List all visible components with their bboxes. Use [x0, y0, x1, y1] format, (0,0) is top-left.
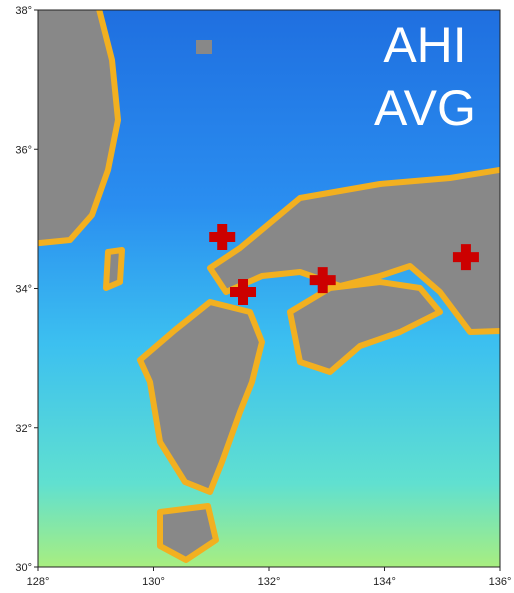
y-tick-label: 34° — [15, 284, 32, 296]
x-tick-label: 136° — [489, 576, 512, 588]
map-figure: AHI AVG 128° 130° 132° 134° 136° 30° 32° 34° 36°… — [0, 0, 514, 593]
y-tick-label: 38° — [15, 5, 32, 17]
y-tick-label: 32° — [15, 423, 32, 435]
x-tick-label: 128° — [27, 576, 50, 588]
y-tick-label: 30° — [15, 562, 32, 574]
tsushima — [106, 250, 122, 288]
map-area: AHI AVG — [20, 0, 514, 567]
page: {"map": { "overlay_lines": ["AHI", "AVG"… — [0, 0, 514, 593]
overlay-text: AVG — [374, 80, 476, 136]
x-tick-label: 134° — [373, 576, 396, 588]
y-tick-label: 36° — [15, 144, 32, 156]
islet — [196, 40, 212, 54]
overlay-text: AHI — [383, 17, 466, 73]
x-tick-label: 132° — [258, 576, 281, 588]
x-tick-label: 130° — [142, 576, 165, 588]
